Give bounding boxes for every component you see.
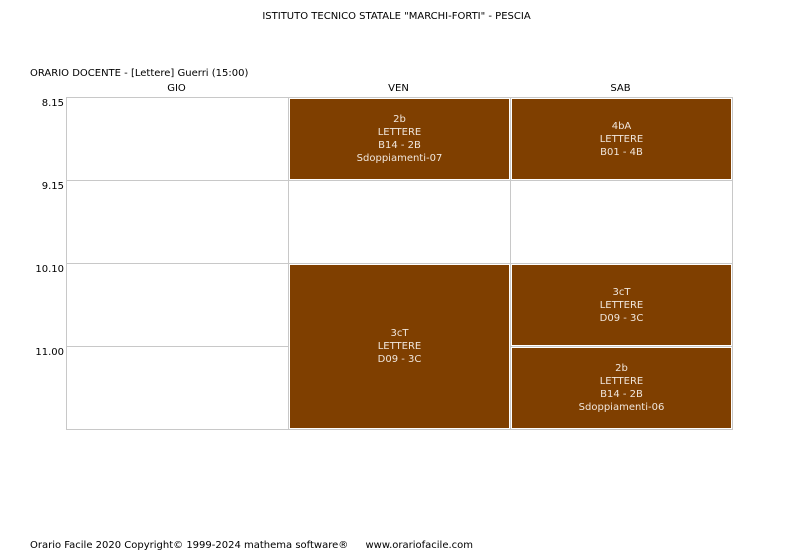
lesson-room: B14 - 2B — [378, 140, 421, 151]
lesson-room: D09 - 3C — [599, 312, 644, 324]
timetable-cell — [66, 346, 289, 430]
teacher-schedule-label: ORARIO DOCENTE - [Lettere] Guerri (15:00… — [30, 68, 249, 79]
lesson-subject: LETTERE — [377, 127, 422, 138]
lesson-class: 4bA — [611, 120, 632, 132]
timetable-cell — [510, 180, 733, 264]
lesson-room: D09 - 3C — [377, 354, 422, 365]
timetable-cell — [66, 263, 289, 347]
lesson-subject: LETTERE — [377, 341, 422, 352]
footer: Orario Facile 2020 Copyright© 1999-2024 … — [30, 540, 473, 551]
lesson-room: B01 - 4B — [600, 146, 643, 158]
lesson-block[interactable]: 3cT LETTERE D09 - 3C — [289, 264, 510, 429]
copyright-text: Orario Facile 2020 Copyright© 1999-2024 … — [30, 540, 349, 551]
day-header-gio: GIO — [167, 83, 186, 94]
time-label-1: 8.15 — [41, 98, 64, 109]
lesson-block[interactable]: 3cT LETTERE D09 - 3C — [511, 264, 732, 346]
lesson-subject: LETTERE — [599, 133, 644, 145]
time-label-3: 10.10 — [35, 264, 64, 275]
timetable-cell — [288, 180, 511, 264]
school-title: ISTITUTO TECNICO STATALE "MARCHI-FORTI" … — [262, 11, 531, 22]
day-header-sab: SAB — [610, 83, 631, 94]
lesson-subject: LETTERE — [599, 376, 644, 387]
lesson-class: 2b — [393, 114, 406, 125]
timetable-cell — [66, 180, 289, 264]
day-header-ven: VEN — [388, 83, 409, 94]
website-link[interactable]: www.orariofacile.com — [365, 540, 474, 551]
lesson-block[interactable]: 4bA LETTERE B01 - 4B — [511, 98, 732, 180]
lesson-class: 2b — [615, 363, 628, 374]
lesson-note: Sdoppiamenti-07 — [356, 153, 443, 164]
timetable-cell — [66, 97, 289, 181]
lesson-subject: LETTERE — [599, 299, 644, 311]
lesson-room: B14 - 2B — [600, 389, 643, 400]
lesson-block[interactable]: 2b LETTERE B14 - 2B Sdoppiamenti-06 — [511, 347, 732, 429]
lesson-block[interactable]: 2b LETTERE B14 - 2B Sdoppiamenti-07 — [289, 98, 510, 180]
lesson-class: 3cT — [390, 328, 409, 339]
lesson-class: 3cT — [612, 286, 631, 298]
lesson-note: Sdoppiamenti-06 — [578, 402, 665, 413]
time-label-2: 9.15 — [41, 181, 64, 192]
time-label-4: 11.00 — [35, 347, 64, 358]
